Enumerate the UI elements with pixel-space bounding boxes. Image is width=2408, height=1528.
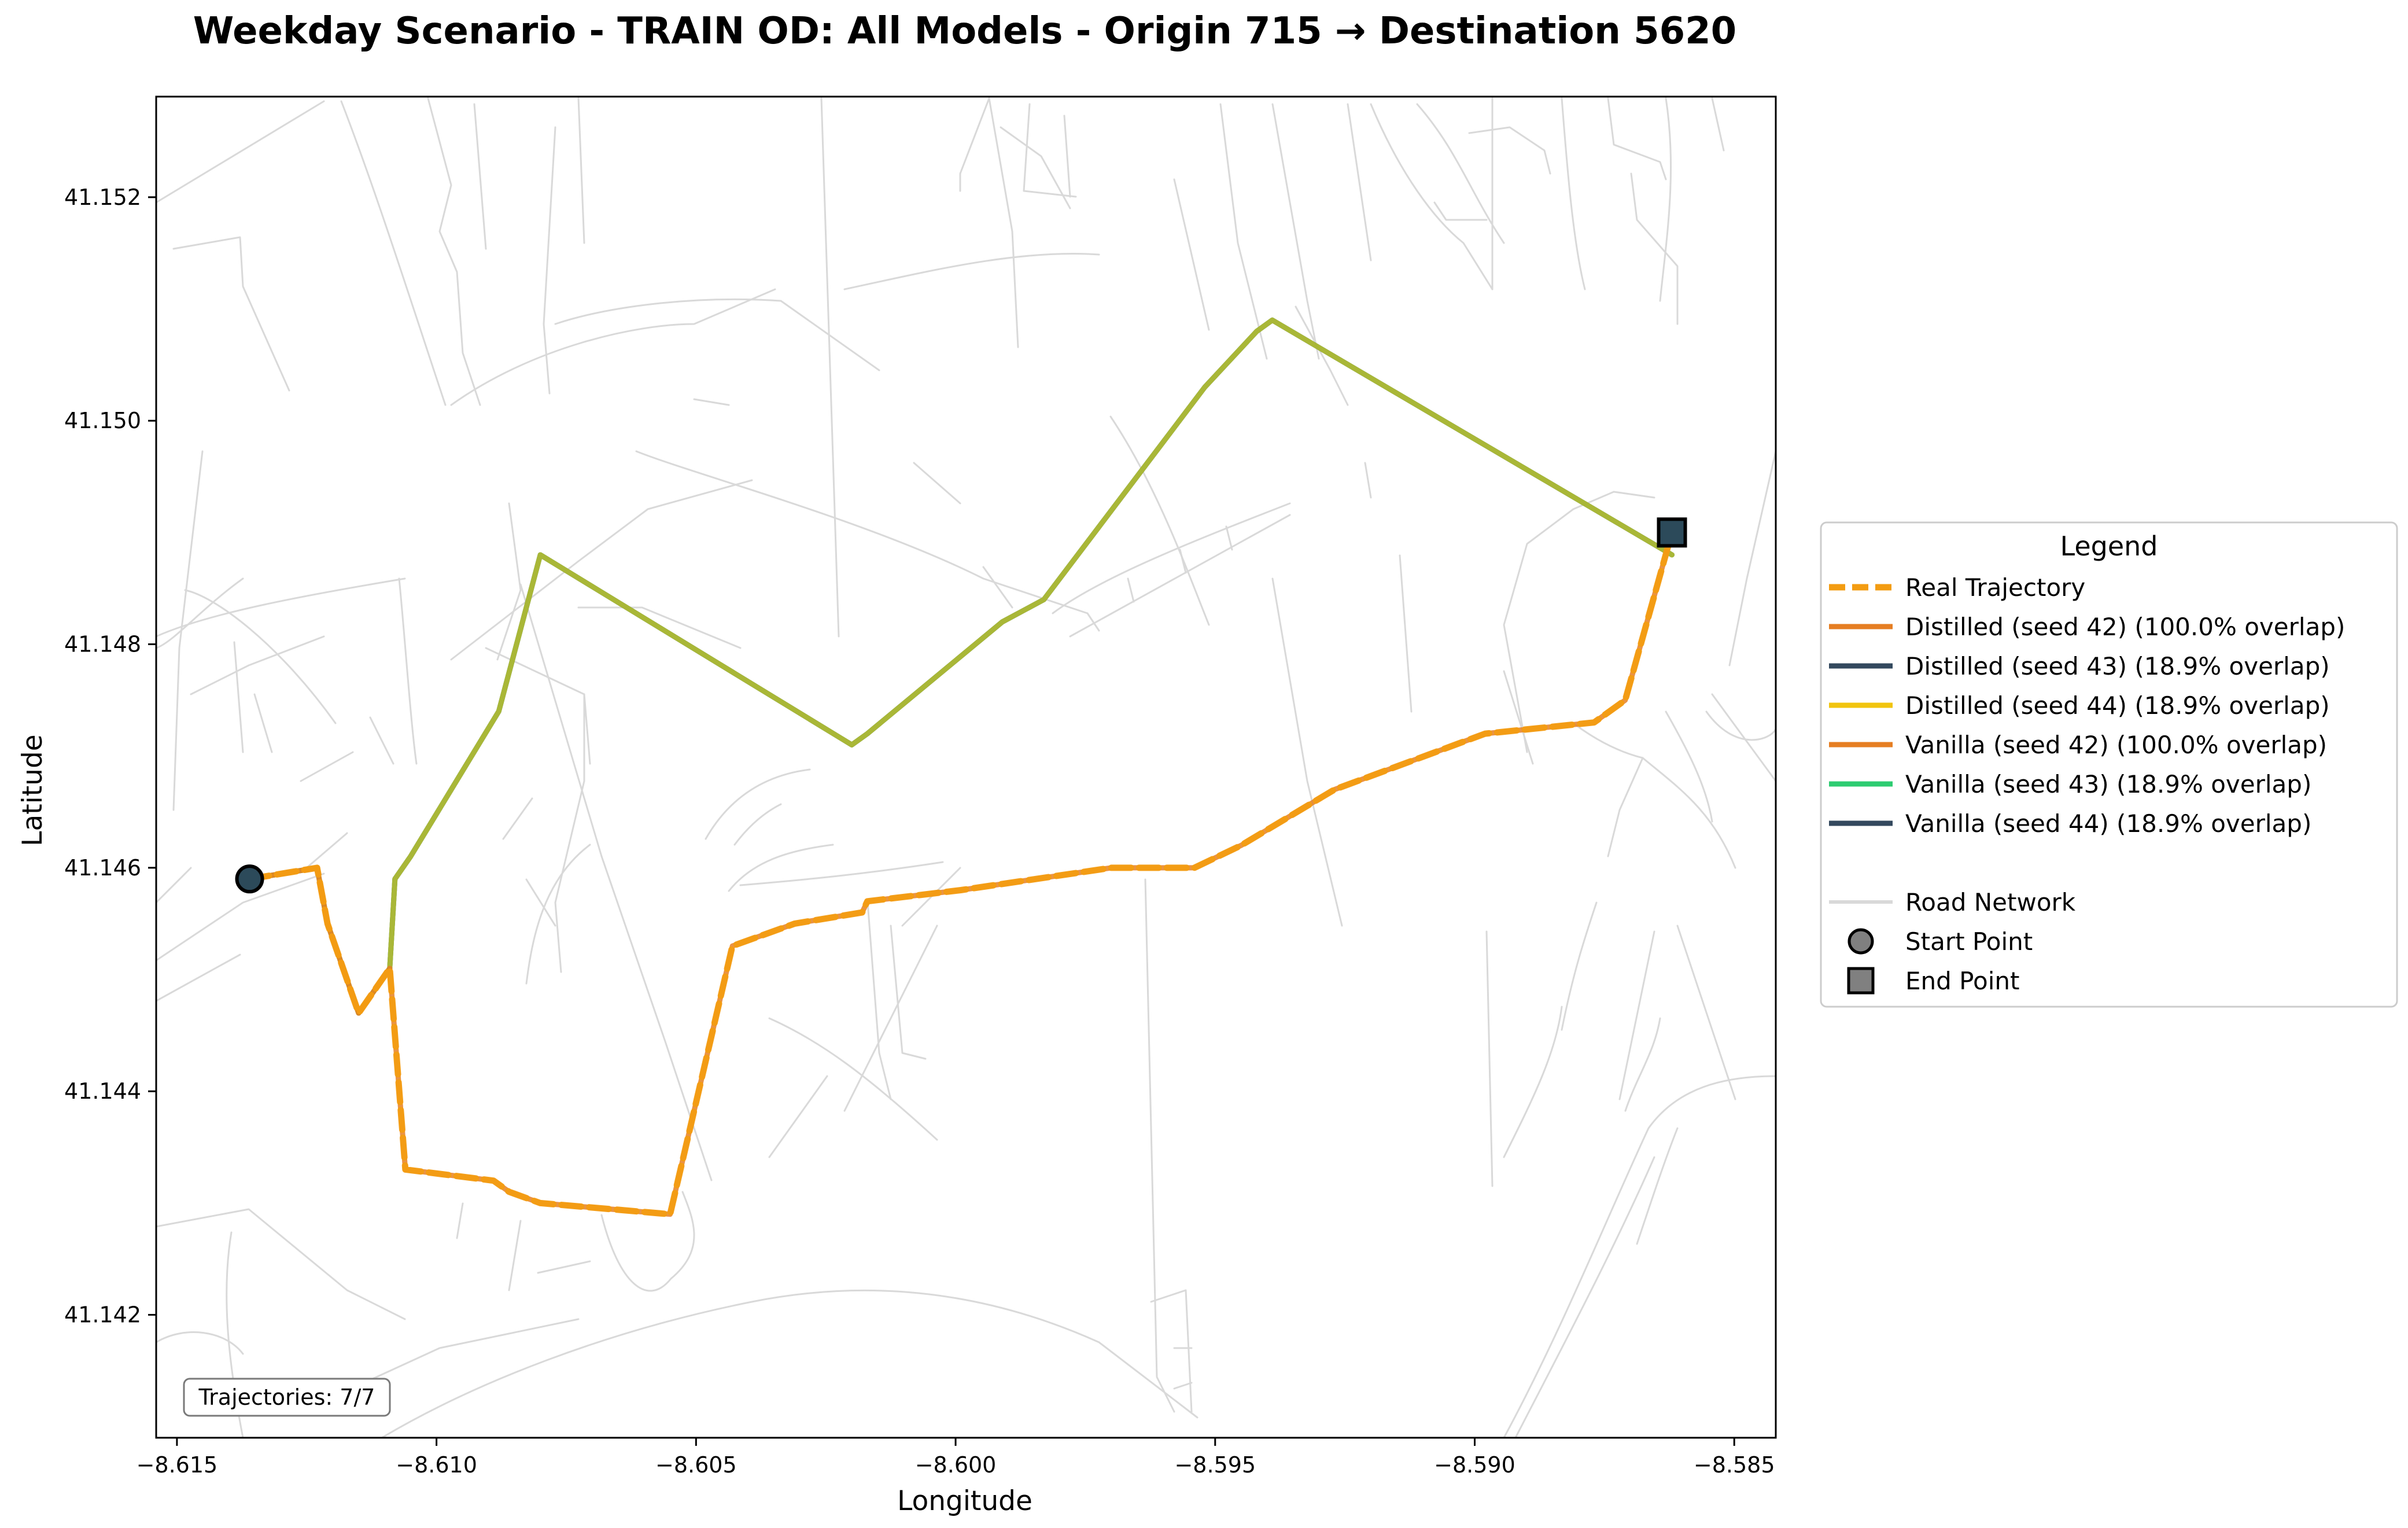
start-point-marker [235, 864, 264, 894]
x-tick-label: −8.590 [1434, 1452, 1515, 1478]
legend-label: Vanilla (seed 44) (18.9% overlap) [1905, 809, 2311, 838]
y-axis-label: Latitude [17, 734, 49, 846]
trajectory-count-annotation: Trajectories: 7/7 [183, 1378, 391, 1417]
y-tick-label: 41.142 [64, 1302, 141, 1328]
y-tick-label: 41.144 [64, 1078, 141, 1104]
legend-label: Distilled (seed 44) (18.9% overlap) [1905, 691, 2330, 720]
chart-title: Weekday Scenario - TRAIN OD: All Models … [193, 10, 1736, 53]
x-tick-label: −8.595 [1174, 1452, 1256, 1478]
end-point-marker [1657, 517, 1687, 548]
trajectory-layer [246, 317, 1675, 1218]
legend-label: Vanilla (seed 42) (100.0% overlap) [1905, 731, 2327, 759]
plot-background [156, 97, 1776, 1438]
legend-start-swatch [1848, 928, 1874, 955]
legend-label: End Point [1905, 967, 2019, 995]
trajectory-count-text: Trajectories: 7/7 [198, 1385, 375, 1410]
x-tick-label: −8.585 [1694, 1452, 1775, 1478]
x-tick-label: −8.600 [915, 1452, 997, 1478]
y-axis: 41.142 41.144 41.146 41.148 41.150 41.152 [64, 185, 156, 1328]
legend-title: Legend [2060, 531, 2158, 562]
legend-label: Distilled (seed 43) (18.9% overlap) [1905, 652, 2330, 680]
trajectory-line [246, 529, 1675, 1218]
y-tick-label: 41.150 [64, 408, 141, 433]
x-axis: −8.615 −8.610 −8.605 −8.600 −8.595 −8.590 −8.5… [137, 1438, 1775, 1478]
x-tick-label: −8.605 [655, 1452, 737, 1478]
legend-label: Distilled (seed 42) (100.0% overlap) [1905, 613, 2345, 641]
legend-end-swatch [1847, 967, 1875, 995]
legend-label: Start Point [1905, 927, 2033, 956]
x-tick-label: −8.615 [137, 1452, 218, 1478]
plot-frame [155, 95, 1777, 1439]
legend: Legend Real Trajectory Distilled (seed 42… [1820, 521, 2398, 1008]
legend-label: Road Network [1905, 888, 2076, 916]
x-axis-label: Longitude [897, 1485, 1032, 1517]
y-tick-label: 41.152 [64, 185, 141, 210]
legend-label: Real Trajectory [1905, 573, 2085, 602]
y-tick-label: 41.148 [64, 632, 141, 657]
legend-label: Vanilla (seed 43) (18.9% overlap) [1905, 770, 2311, 798]
marker-layer [235, 517, 1687, 894]
legend-frame [1820, 521, 2398, 1008]
x-tick-label: −8.610 [396, 1452, 477, 1478]
plot-area [155, 95, 1777, 1439]
y-tick-label: 41.146 [64, 855, 141, 881]
legend-items: Real Trajectory Distilled (seed 42) (100.… [1829, 573, 2345, 995]
